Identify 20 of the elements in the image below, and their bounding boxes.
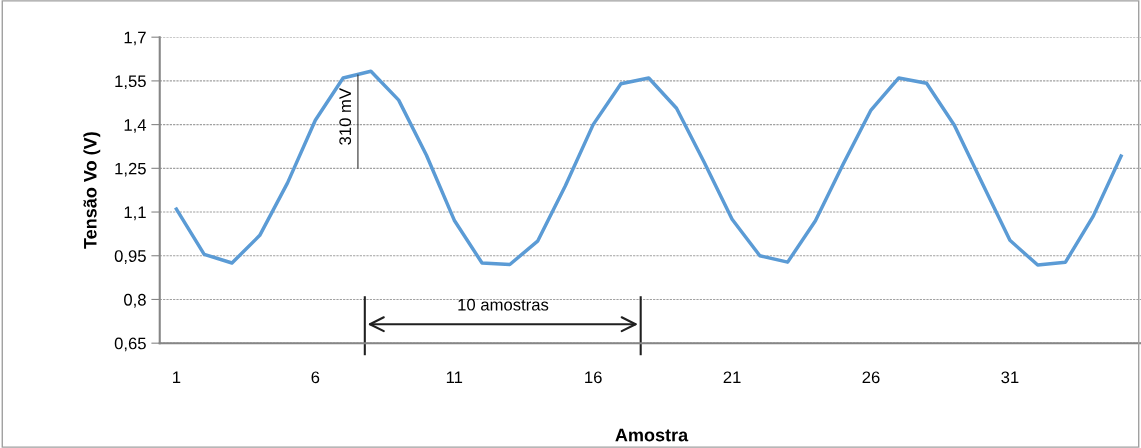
y-tick-label: 1,4: [124, 119, 147, 133]
y-tick-label: 1,7: [124, 31, 146, 46]
y-tick-label: 0,8: [124, 293, 146, 308]
x-tick-label: 6: [311, 371, 320, 384]
annotation: 310 mV: [339, 88, 352, 145]
x-tick-label: 31: [1001, 371, 1019, 384]
y-tick-label: 0,65: [114, 337, 146, 352]
line-series: [174, 69, 1123, 267]
y-tick-label: 1,1: [124, 206, 146, 221]
y-tick-label: 0,95: [114, 250, 146, 264]
x-tick-label: 21: [723, 371, 741, 384]
y-tick-label: 1,55: [115, 75, 146, 90]
x-tick-label: 16: [585, 371, 602, 384]
y-axis-title: Tensão Vo (V): [83, 132, 101, 249]
x-tick-label: 26: [862, 371, 880, 384]
x-tick-label: 1: [173, 371, 181, 384]
annotation: 10 amostras: [458, 298, 549, 311]
x-axis-title: Amostra: [615, 428, 689, 442]
x-tick-label: 11: [446, 371, 463, 384]
y-tick-label: 1,25: [115, 162, 146, 177]
